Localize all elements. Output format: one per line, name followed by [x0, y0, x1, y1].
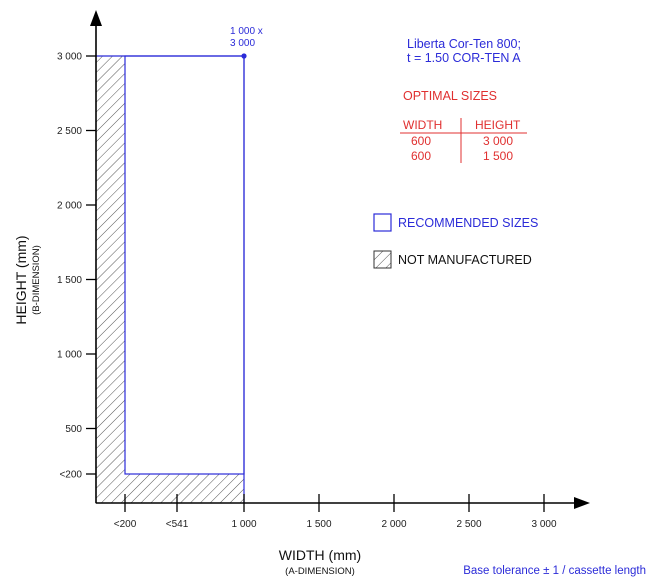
y-axis-title: HEIGHT (mm) — [13, 235, 29, 324]
optimal-row-2-height: 1 500 — [483, 149, 513, 163]
not-manufactured-region — [95, 55, 245, 504]
y-tick-label-6: 3 000 — [57, 52, 82, 63]
y-tick-label-4: 2 000 — [57, 201, 82, 212]
y-tick-label-1: 500 — [65, 424, 82, 435]
legend-not-manufactured-label: NOT MANUFACTURED — [398, 253, 532, 267]
y-tick-label-3: 1 500 — [57, 275, 82, 286]
y-tick-label-0: <200 — [59, 470, 82, 481]
optimal-row-2-width: 600 — [411, 149, 431, 163]
y-axis-arrow — [90, 10, 102, 26]
corner-point-label-2: 3 000 — [230, 38, 255, 49]
tolerance-note: Base tolerance ± 1 / cassette length — [463, 565, 646, 577]
x-tick-group: <200 <541 1 000 1 500 2 000 2 500 3 000 — [114, 494, 557, 530]
corner-point-label-1: 1 000 x — [230, 26, 263, 37]
corner-point-marker — [241, 53, 247, 59]
optimal-header-width: WIDTH — [403, 118, 442, 132]
legend-not-manufactured-swatch — [373, 250, 392, 269]
product-name: Liberta Cor-Ten 800; — [407, 37, 521, 51]
optimal-row-1-height: 3 000 — [483, 134, 513, 148]
y-tick-label-2: 1 000 — [57, 350, 82, 361]
x-tick-label-2: 1 000 — [231, 519, 256, 530]
x-tick-label-5: 2 500 — [456, 519, 481, 530]
product-thickness: t = 1.50 COR-TEN A — [407, 51, 521, 65]
optimal-row-1-width: 600 — [411, 134, 431, 148]
y-tick-label-5: 2 500 — [57, 126, 82, 137]
legend-recommended-label: RECOMMENDED SIZES — [398, 216, 538, 230]
x-tick-label-3: 1 500 — [306, 519, 331, 530]
y-tick-group: <200 500 1 000 1 500 2 000 2 500 3 000 — [57, 52, 96, 481]
x-tick-label-0: <200 — [114, 519, 137, 530]
x-axis-arrow — [574, 497, 590, 509]
recommended-region — [124, 55, 245, 475]
optimal-header-height: HEIGHT — [475, 118, 521, 132]
x-axis-subtitle: (A-DIMENSION) — [285, 566, 355, 577]
optimal-sizes-title: OPTIMAL SIZES — [403, 89, 497, 103]
legend-recommended-swatch — [373, 213, 392, 232]
x-axis-title: WIDTH (mm) — [279, 547, 361, 563]
x-tick-label-1: <541 — [166, 519, 189, 530]
x-tick-label-4: 2 000 — [381, 519, 406, 530]
x-tick-label-6: 3 000 — [531, 519, 556, 530]
y-axis-subtitle: (B-DIMENSION) — [31, 245, 42, 315]
